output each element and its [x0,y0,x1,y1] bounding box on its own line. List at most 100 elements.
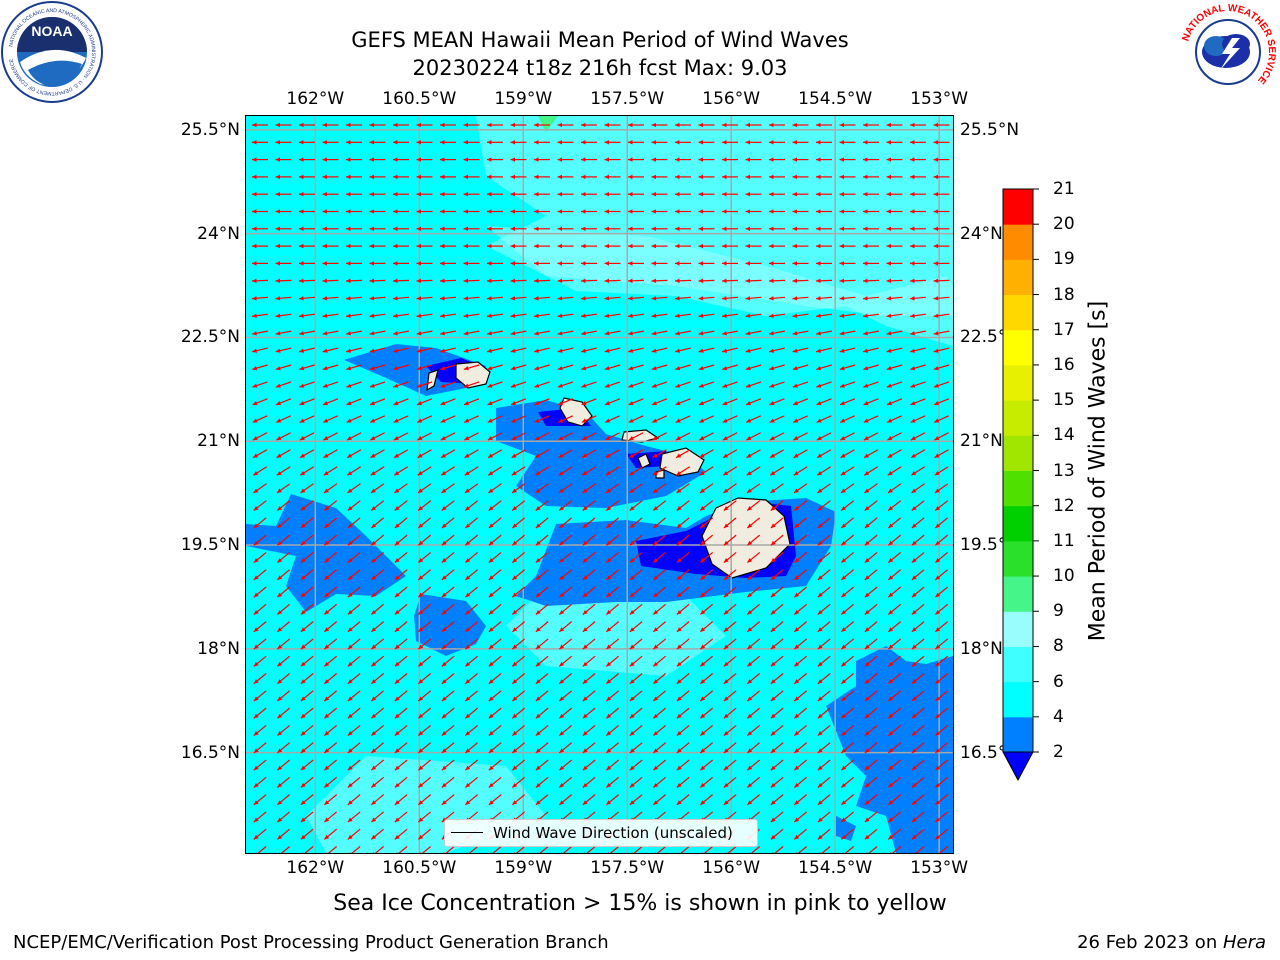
wave-vector-head [582,748,588,753]
wave-vector-head [441,609,447,615]
wave-vector-head [559,661,565,667]
wave-vector-head [253,558,259,563]
wave-vector-head [277,540,283,546]
wave-vector-head [722,140,727,145]
wave-vector-head [581,192,586,197]
wave-vector-head [347,506,353,511]
wave-vector-head [839,261,845,266]
wave-vector-head [792,366,798,371]
wave-vector-head [700,765,706,771]
wave-vector-head [676,523,682,528]
lat-label-left: 18°N [197,638,240,659]
colorbar-tick-label: 15 [1053,390,1075,411]
wave-vector-head [417,488,423,493]
wave-vector-head [581,140,586,145]
wave-vector-head [441,488,447,493]
wave-vector-head [512,558,518,563]
wave-vector-head [252,383,258,388]
wave-vector-head [722,313,727,318]
lat-label-left: 16.5°N [180,742,240,763]
wave-vector-head [604,278,610,284]
wave-vector-head [371,817,377,823]
wave-vector [351,846,361,853]
wave-vector-head [699,401,705,406]
wave-vector-head [794,609,800,615]
wave-vector-head [441,731,447,736]
wave-vector-head [347,575,353,580]
wave-vector-head [769,436,775,441]
colorbar-swatch [1003,716,1033,753]
period-band-2-4-region-5 [826,646,953,853]
wave-vector-head [253,834,259,840]
wave-vector-head [559,609,565,615]
wave-vector-head [886,226,892,231]
wave-vector-head [770,834,776,840]
wave-vector-head [722,243,727,249]
wave-vector-head [512,644,518,650]
wave-vector-head [652,436,658,441]
lat-label-left: 19.5°N [180,535,240,556]
wave-vector-head [772,852,774,853]
wave-vector-head [347,748,353,753]
wave-vector-head [488,731,494,736]
wave-vector-head [322,122,328,128]
lon-label-top: 156°W [702,89,761,109]
lat-label-left: 24°N [197,223,240,244]
wave-vector-head [488,627,494,632]
wave-vector-head [324,817,330,823]
wave-vector-head [700,661,706,667]
wave-vector [492,846,502,853]
colorbar-swatch [1003,576,1033,612]
wave-vector-head [416,383,422,388]
wave-vector-head [749,852,751,853]
wave-vector-head [769,174,774,180]
wave-vector-head [275,366,281,371]
wave-vector-head [417,436,423,441]
wave-vector-head [463,209,469,214]
wave-vector-head [324,661,330,667]
wave-vector-head [816,401,822,406]
wave-vector-head [911,558,917,563]
wave-vector-head [347,817,353,823]
wave-vector-head [557,296,563,301]
wave-vector-head [418,661,424,667]
wave-vector-head [700,627,706,632]
wave-vector-head [463,331,469,336]
wave-vector-head [769,383,775,388]
wave-vector-head [324,679,330,684]
wave-vector-head [441,453,447,458]
wave-vector-head [747,713,753,719]
wave-vector-head [559,800,565,805]
wave-vector-head [935,696,941,701]
wave-vector-head [651,157,657,162]
wave-vector-head [794,800,800,805]
wave-vector-head [324,558,330,563]
wave-vector-head [369,348,375,353]
wave-vector-head [373,852,375,853]
wave-vector-head [675,348,681,353]
wave-vector-head [840,401,846,406]
wave-vector-head [488,696,494,701]
wave-vector-head [911,748,917,753]
wave-vector-head [277,679,283,684]
wave-vector-head [651,243,657,249]
wave-vector-head [886,243,892,249]
wave-vector-head [253,488,259,493]
wave-vector-head [933,226,939,231]
wave-vector-head [393,278,398,284]
wave-vector-head [863,418,869,423]
colorbar-tick-label: 4 [1053,706,1064,727]
wave-vector-head [369,278,375,284]
wave-vector [891,846,902,853]
wave-vector-head [698,278,704,284]
wave-vector-head [794,644,800,650]
wave-vector-head [512,765,518,771]
wave-vector-head [652,401,658,406]
wave-vector-head [606,765,612,771]
wave-vector-head [911,523,917,528]
lon-label-top: 157.5°W [590,89,665,109]
wave-vector-head [511,453,517,458]
wave-vector-head [440,192,445,197]
wave-vector-head [253,575,259,580]
wave-vector-head [911,834,917,840]
